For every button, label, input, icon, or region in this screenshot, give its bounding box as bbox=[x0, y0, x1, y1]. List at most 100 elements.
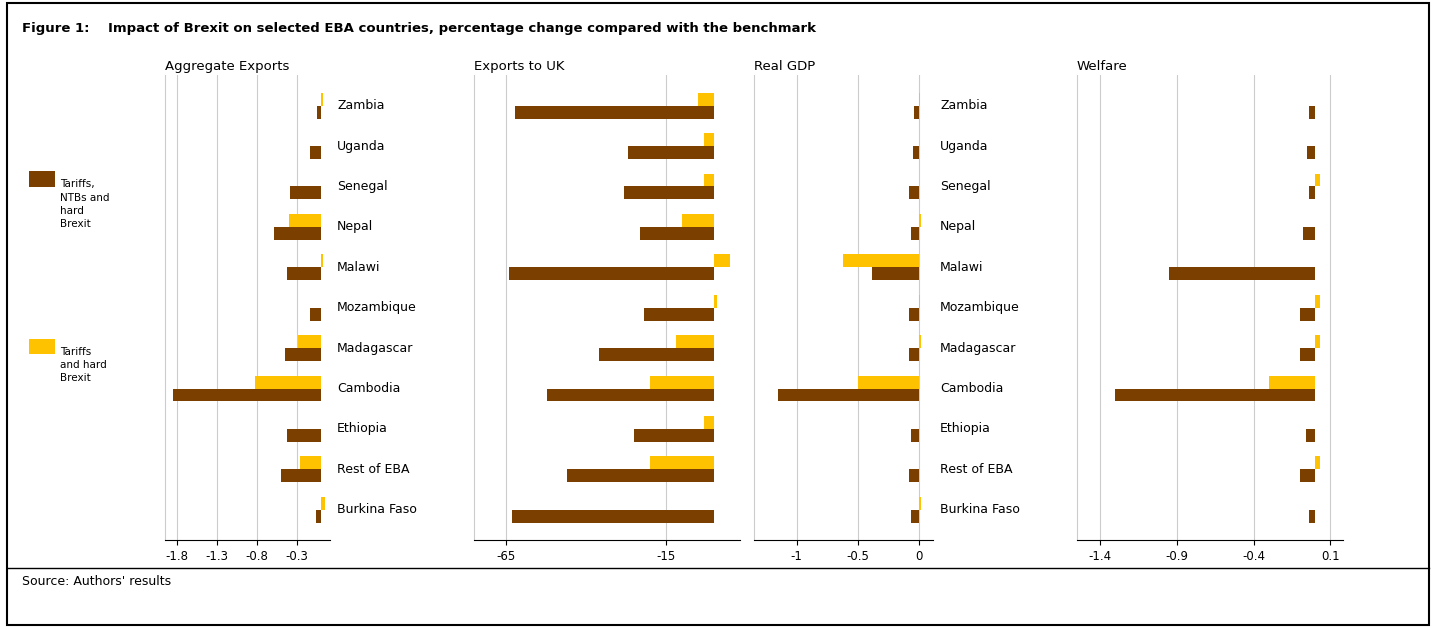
Bar bbox=[310, 146, 320, 159]
Bar bbox=[289, 214, 320, 227]
Bar bbox=[320, 497, 325, 510]
Bar bbox=[516, 106, 714, 119]
Text: Madagascar: Madagascar bbox=[941, 342, 1017, 355]
Bar bbox=[1300, 469, 1315, 482]
Text: Cambodia: Cambodia bbox=[337, 382, 401, 395]
Bar bbox=[1315, 457, 1320, 469]
Text: Uganda: Uganda bbox=[941, 139, 989, 153]
Text: Cambodia: Cambodia bbox=[941, 382, 1004, 395]
Bar bbox=[317, 106, 320, 119]
Bar bbox=[1315, 295, 1320, 308]
Text: Madagascar: Madagascar bbox=[337, 342, 414, 355]
Text: Senegal: Senegal bbox=[941, 180, 991, 193]
Text: Aggregate Exports: Aggregate Exports bbox=[165, 60, 290, 73]
Bar bbox=[704, 133, 714, 146]
Text: Tariffs
and hard
Brexit: Tariffs and hard Brexit bbox=[60, 347, 108, 383]
Bar bbox=[316, 510, 320, 522]
Bar bbox=[919, 335, 920, 348]
Text: Figure 1:    Impact of Brexit on selected EBA countries, percentage change compa: Figure 1: Impact of Brexit on selected E… bbox=[22, 22, 816, 35]
Bar bbox=[274, 227, 320, 240]
Text: Ethiopia: Ethiopia bbox=[337, 423, 388, 435]
Bar bbox=[510, 268, 714, 280]
Bar bbox=[300, 457, 320, 469]
Bar bbox=[714, 295, 717, 308]
Text: Source: Authors' results: Source: Authors' results bbox=[22, 575, 171, 588]
Bar bbox=[1269, 376, 1315, 389]
Bar bbox=[912, 510, 919, 522]
Text: Uganda: Uganda bbox=[337, 139, 386, 153]
Bar bbox=[547, 389, 714, 401]
Bar bbox=[1302, 227, 1315, 240]
Bar bbox=[872, 268, 919, 280]
Bar bbox=[919, 214, 920, 227]
Bar bbox=[290, 187, 320, 200]
Bar bbox=[909, 469, 919, 482]
Text: Real GDP: Real GDP bbox=[754, 60, 816, 73]
Text: Burkina Faso: Burkina Faso bbox=[941, 503, 1020, 516]
Bar bbox=[909, 308, 919, 321]
Bar bbox=[625, 187, 714, 200]
Text: Ethiopia: Ethiopia bbox=[941, 423, 991, 435]
Bar bbox=[320, 93, 323, 106]
Bar bbox=[256, 376, 320, 389]
Bar bbox=[651, 376, 714, 389]
Bar bbox=[909, 187, 919, 200]
Bar bbox=[310, 308, 320, 321]
Bar bbox=[857, 376, 919, 389]
Bar bbox=[284, 348, 320, 361]
Bar bbox=[714, 254, 729, 268]
Bar bbox=[778, 389, 919, 401]
Text: Rest of EBA: Rest of EBA bbox=[941, 463, 1012, 476]
Bar bbox=[174, 389, 320, 401]
Bar bbox=[704, 416, 714, 429]
Bar bbox=[912, 227, 919, 240]
Bar bbox=[919, 497, 920, 510]
Bar bbox=[1169, 268, 1315, 280]
Bar bbox=[640, 227, 714, 240]
Text: Zambia: Zambia bbox=[941, 99, 988, 112]
Bar bbox=[628, 146, 714, 159]
Text: Mozambique: Mozambique bbox=[337, 301, 416, 314]
Bar bbox=[567, 469, 714, 482]
Bar bbox=[1300, 308, 1315, 321]
Bar bbox=[1305, 429, 1315, 442]
Text: Zambia: Zambia bbox=[337, 99, 385, 112]
Bar bbox=[912, 429, 919, 442]
Bar bbox=[633, 429, 714, 442]
Bar bbox=[913, 106, 919, 119]
Text: Rest of EBA: Rest of EBA bbox=[337, 463, 409, 476]
Bar bbox=[287, 429, 320, 442]
Bar bbox=[913, 146, 919, 159]
Bar bbox=[320, 254, 323, 268]
Text: Malawi: Malawi bbox=[337, 261, 381, 274]
Bar bbox=[843, 254, 919, 268]
Bar bbox=[1308, 187, 1315, 200]
Bar bbox=[513, 510, 714, 522]
Text: Burkina Faso: Burkina Faso bbox=[337, 503, 416, 516]
Bar bbox=[281, 469, 320, 482]
Text: Senegal: Senegal bbox=[337, 180, 388, 193]
Text: Malawi: Malawi bbox=[941, 261, 984, 274]
Bar bbox=[1307, 146, 1315, 159]
Bar bbox=[675, 335, 714, 348]
Bar bbox=[1315, 335, 1320, 348]
Text: Tariffs,
NTBs and
hard
Brexit: Tariffs, NTBs and hard Brexit bbox=[60, 180, 109, 229]
Text: Mozambique: Mozambique bbox=[941, 301, 1020, 314]
Bar bbox=[299, 335, 320, 348]
Bar bbox=[1116, 389, 1315, 401]
Text: Exports to UK: Exports to UK bbox=[474, 60, 564, 73]
Bar bbox=[1308, 106, 1315, 119]
Bar bbox=[682, 214, 714, 227]
Bar bbox=[704, 173, 714, 187]
Bar bbox=[651, 457, 714, 469]
Bar bbox=[287, 268, 320, 280]
Bar bbox=[909, 348, 919, 361]
Bar bbox=[1308, 510, 1315, 522]
Bar bbox=[1300, 348, 1315, 361]
Bar bbox=[698, 93, 714, 106]
Bar bbox=[599, 348, 714, 361]
Text: Nepal: Nepal bbox=[337, 220, 373, 234]
Text: Welfare: Welfare bbox=[1077, 60, 1127, 73]
Bar bbox=[643, 308, 714, 321]
Bar bbox=[1315, 173, 1320, 187]
